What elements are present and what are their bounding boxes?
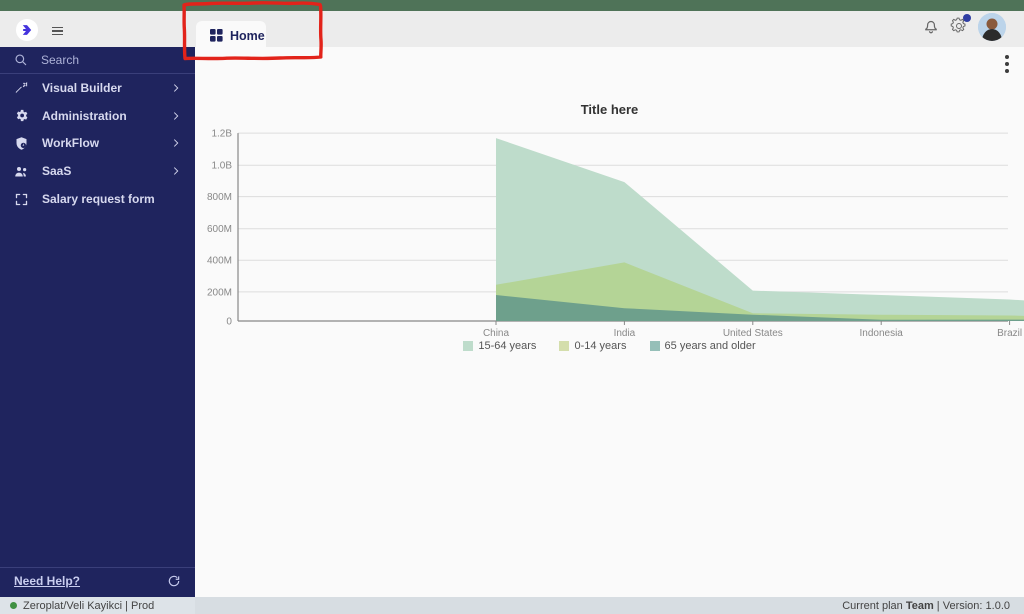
svg-text:Brazil: Brazil — [997, 328, 1022, 339]
svg-text:0: 0 — [226, 317, 232, 328]
svg-text:1.0B: 1.0B — [211, 161, 232, 172]
svg-text:China: China — [483, 328, 510, 339]
svg-text:600M: 600M — [207, 224, 232, 235]
svg-text:India: India — [614, 328, 636, 339]
svg-text:400M: 400M — [207, 256, 232, 267]
svg-text:1.2B: 1.2B — [211, 129, 232, 140]
svg-text:United States: United States — [723, 328, 783, 339]
svg-text:800M: 800M — [207, 192, 232, 203]
svg-text:Indonesia: Indonesia — [860, 328, 904, 339]
svg-text:200M: 200M — [207, 288, 232, 299]
